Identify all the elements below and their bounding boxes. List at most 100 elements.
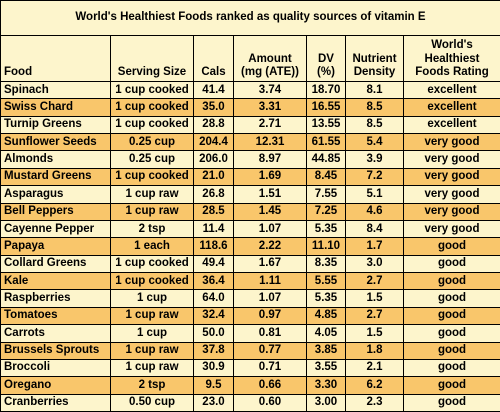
data-cell: 4.6 [346, 203, 404, 221]
data-cell: 4.05 [307, 325, 346, 343]
data-cell: good [404, 273, 500, 291]
data-cell: 7.55 [307, 186, 346, 204]
food-name: Oregano [1, 377, 111, 395]
data-cell: 21.0 [194, 168, 234, 187]
food-name: Raspberries [1, 290, 111, 308]
data-cell: good [404, 359, 500, 378]
data-cell: 1 cup [111, 325, 194, 343]
data-cell: good [404, 290, 500, 308]
data-cell: 3.55 [307, 359, 346, 378]
food-name: Brussels Sprouts [1, 342, 111, 360]
header-cell: Cals [194, 36, 234, 82]
data-cell: 1 cup raw [111, 307, 194, 326]
header-cell: Serving Size [111, 36, 194, 82]
food-name: Mustard Greens [1, 168, 111, 187]
data-cell: very good [404, 151, 500, 169]
data-cell: very good [404, 203, 500, 221]
data-cell: good [404, 342, 500, 360]
food-name: Collard Greens [1, 255, 111, 274]
data-cell: 1.5 [346, 325, 404, 343]
data-cell: 3.30 [307, 377, 346, 395]
data-cell: 1.07 [234, 290, 307, 308]
data-cell: 16.55 [307, 99, 346, 117]
data-cell: 1 cup cooked [111, 168, 194, 187]
data-cell: 37.8 [194, 342, 234, 360]
data-cell: very good [404, 220, 500, 239]
data-cell: 1.45 [234, 203, 307, 221]
header-cell: Amount (mg (ATE)) [234, 36, 307, 82]
data-cell: 1 cup cooked [111, 273, 194, 291]
data-cell: 8.4 [346, 220, 404, 239]
data-cell: 7.2 [346, 168, 404, 187]
food-name: Carrots [1, 325, 111, 343]
data-cell: 2.1 [346, 359, 404, 378]
data-cell: 44.85 [307, 151, 346, 169]
data-cell: 35.0 [194, 99, 234, 117]
data-cell: 3.0 [346, 255, 404, 274]
data-cell: 11.4 [194, 220, 234, 239]
data-cell: 8.1 [346, 82, 404, 100]
table-title: World's Healthiest Foods ranked as quali… [1, 1, 500, 36]
data-cell: 32.4 [194, 307, 234, 326]
data-cell: 3.31 [234, 99, 307, 117]
data-cell: 0.60 [234, 394, 307, 412]
data-cell: 8.5 [346, 99, 404, 117]
data-cell: 5.1 [346, 186, 404, 204]
data-cell: 1.7 [346, 238, 404, 256]
data-cell: 5.35 [307, 290, 346, 308]
data-cell: 11.10 [307, 238, 346, 256]
data-cell: 0.25 cup [111, 134, 194, 152]
data-cell: 1 cup cooked [111, 99, 194, 117]
data-cell: 1 cup raw [111, 203, 194, 221]
data-cell: 2.7 [346, 307, 404, 326]
data-cell: 26.8 [194, 186, 234, 204]
data-cell: 1.5 [346, 290, 404, 308]
data-cell: 5.4 [346, 134, 404, 152]
data-cell: 1.69 [234, 168, 307, 187]
data-cell: 0.71 [234, 359, 307, 378]
food-name: Cayenne Pepper [1, 220, 111, 239]
data-cell: 28.8 [194, 116, 234, 135]
food-name: Asparagus [1, 186, 111, 204]
header-cell: Food [1, 36, 111, 82]
data-cell: 0.66 [234, 377, 307, 395]
header-cell: Nutrient Density [346, 36, 404, 82]
food-name: Papaya [1, 238, 111, 256]
data-cell: 30.9 [194, 359, 234, 378]
food-name: Sunflower Seeds [1, 134, 111, 152]
data-cell: very good [404, 168, 500, 187]
data-cell: very good [404, 134, 500, 152]
data-cell: 0.81 [234, 325, 307, 343]
data-cell: 6.2 [346, 377, 404, 395]
data-cell: 1 cup cooked [111, 116, 194, 135]
data-cell: 64.0 [194, 290, 234, 308]
data-cell: 1.67 [234, 255, 307, 274]
data-cell: 0.25 cup [111, 151, 194, 169]
data-cell: 13.55 [307, 116, 346, 135]
data-cell: 28.5 [194, 203, 234, 221]
data-cell: 3.00 [307, 394, 346, 412]
data-cell: 12.31 [234, 134, 307, 152]
data-cell: 1 cup raw [111, 342, 194, 360]
data-cell: 3.85 [307, 342, 346, 360]
data-cell: 50.0 [194, 325, 234, 343]
data-cell: 1 cup raw [111, 359, 194, 378]
data-cell: 8.97 [234, 151, 307, 169]
data-cell: 2.3 [346, 394, 404, 412]
food-name: Cranberries [1, 394, 111, 412]
data-cell: 1 cup raw [111, 186, 194, 204]
data-cell: 18.70 [307, 82, 346, 100]
data-cell: 49.4 [194, 255, 234, 274]
data-cell: 0.50 cup [111, 394, 194, 412]
data-cell: excellent [404, 82, 500, 100]
food-name: Kale [1, 273, 111, 291]
data-cell: 7.25 [307, 203, 346, 221]
data-cell: 1.11 [234, 273, 307, 291]
data-cell: 1 each [111, 238, 194, 256]
data-cell: 1.07 [234, 220, 307, 239]
data-cell: 1 cup cooked [111, 255, 194, 274]
data-cell: good [404, 307, 500, 326]
data-cell: 3.74 [234, 82, 307, 100]
data-cell: 23.0 [194, 394, 234, 412]
